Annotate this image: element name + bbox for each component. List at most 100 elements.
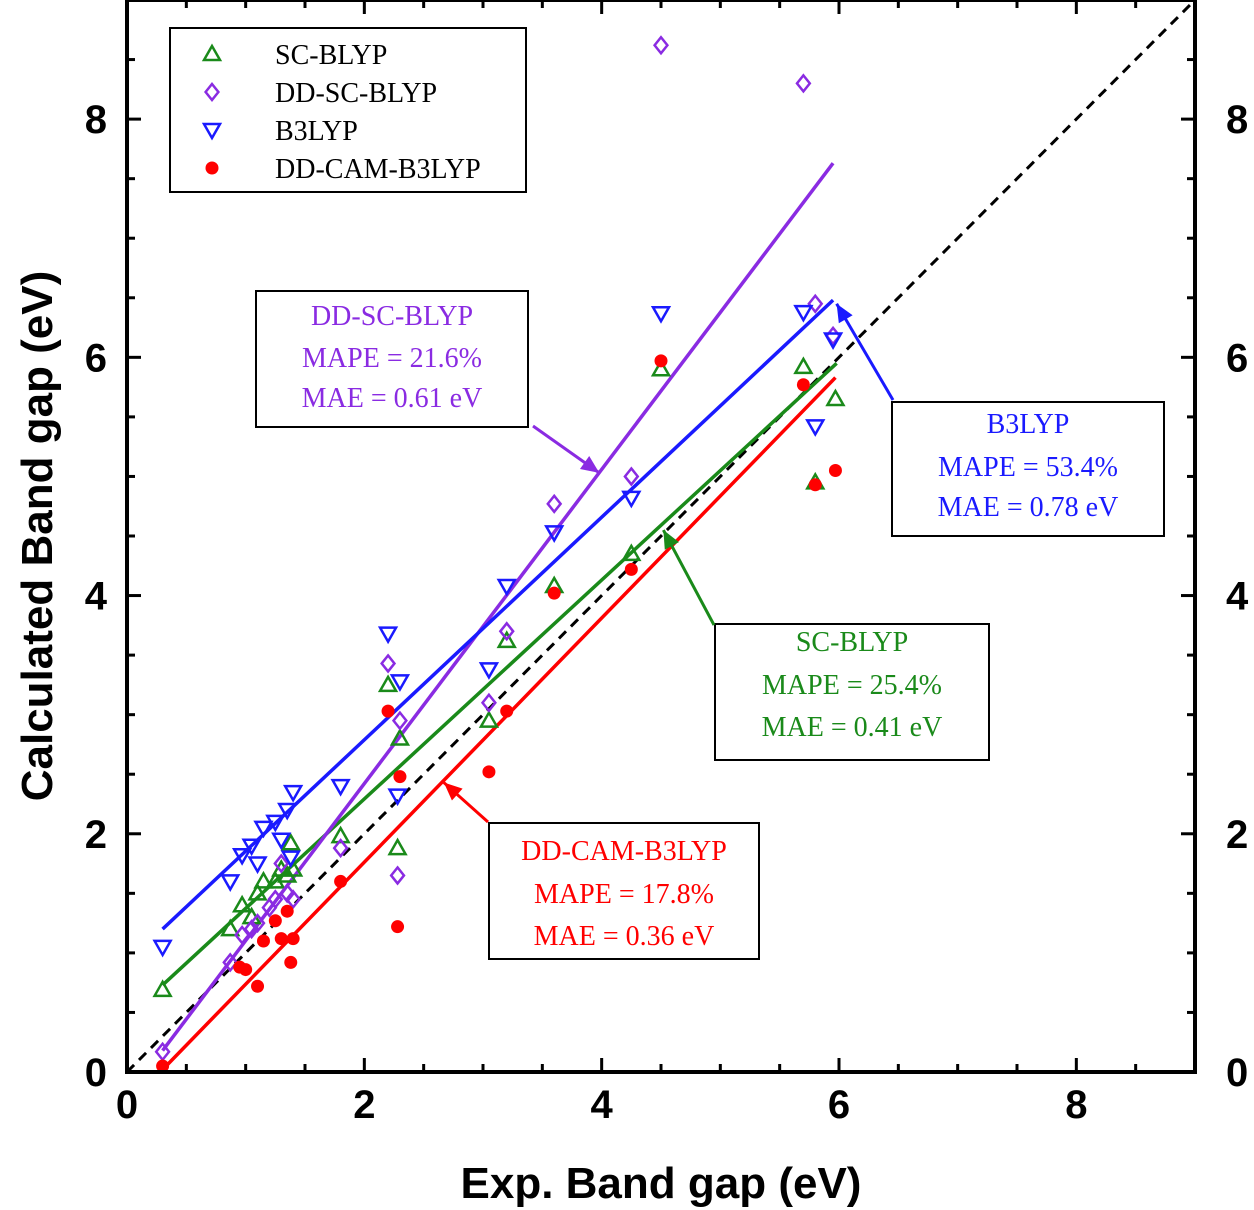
data-point-dd-sc-blyp — [623, 466, 640, 487]
data-point-b3lyp — [650, 306, 672, 324]
data-point-dd-sc-blyp — [267, 889, 284, 910]
data-point-b3lyp — [241, 838, 262, 857]
data-point-sc-blyp — [231, 894, 253, 913]
data-point-b3lyp — [152, 939, 173, 958]
legend-box — [169, 27, 527, 193]
data-point-b3lyp — [330, 778, 351, 797]
data-point-dd-cam-b3lyp — [808, 478, 822, 492]
data-point-dd-sc-blyp — [285, 889, 302, 910]
data-point-dd-sc-blyp — [222, 952, 239, 973]
legend-label: DD-CAM-B3LYP — [275, 154, 481, 185]
x-tick-label: 8 — [1065, 1083, 1087, 1127]
annotation-mae: MAE = 0.36 eV — [534, 921, 715, 952]
annotation-mae: MAE = 0.41 eV — [762, 712, 943, 743]
data-point-dd-cam-b3lyp — [393, 770, 407, 784]
data-point-b3lyp — [247, 856, 268, 875]
arrow-head-dd-sc-blyp — [579, 455, 600, 473]
data-point-dd-cam-b3lyp — [624, 562, 638, 576]
annotation-title: DD-CAM-B3LYP — [521, 836, 727, 867]
x-tick-label: 4 — [591, 1083, 614, 1127]
data-points-layer — [152, 35, 846, 1073]
x-tick-label: 2 — [353, 1083, 375, 1127]
data-point-sc-blyp — [247, 882, 268, 901]
data-point-dd-cam-b3lyp — [251, 979, 265, 993]
data-point-dd-cam-b3lyp — [239, 963, 253, 977]
data-point-sc-blyp — [621, 543, 642, 562]
annotation-b3lyp: B3LYP MAPE = 53.4% MAE = 0.78 eV — [891, 401, 1165, 537]
data-point-dd-cam-b3lyp — [391, 920, 405, 934]
annotation-arrows-layer — [442, 302, 895, 824]
data-point-dd-cam-b3lyp — [334, 874, 348, 888]
annotation-mae: MAE = 0.61 eV — [302, 383, 483, 414]
data-point-sc-blyp — [280, 832, 301, 851]
y-tick-label-right: 0 — [1226, 1051, 1248, 1095]
y-tick-label-right: 8 — [1226, 98, 1248, 142]
x-tick-label: 0 — [116, 1083, 138, 1127]
data-point-dd-sc-blyp — [795, 73, 812, 94]
y-tick-label-left: 0 — [85, 1051, 107, 1095]
legend-label: DD-SC-BLYP — [275, 78, 437, 109]
data-point-dd-cam-b3lyp — [274, 932, 288, 946]
data-point-dd-sc-blyp — [546, 493, 563, 514]
y-tick-label-left: 4 — [85, 575, 108, 619]
fit-line-b3lyp — [161, 298, 835, 931]
ticks-layer — [125, 0, 1197, 1074]
data-point-sc-blyp — [650, 358, 672, 377]
data-point-sc-blyp — [496, 630, 517, 649]
annotation-mape: MAPE = 25.4% — [762, 670, 942, 701]
data-point-sc-blyp — [152, 979, 173, 998]
y-tick-label-left: 6 — [85, 336, 107, 380]
data-point-b3lyp — [280, 850, 301, 869]
data-point-sc-blyp — [377, 674, 399, 693]
legend-marker-dd-cam-b3lyp — [205, 161, 219, 175]
data-point-sc-blyp — [387, 837, 408, 856]
x-tick-label: 6 — [828, 1083, 850, 1127]
fit-line-dd-cam-b3lyp — [161, 376, 837, 1071]
data-point-dd-cam-b3lyp — [796, 378, 810, 392]
annotation-box — [714, 623, 990, 761]
legend-label: B3LYP — [275, 116, 358, 147]
data-point-b3lyp — [387, 788, 408, 807]
data-point-dd-sc-blyp — [480, 692, 497, 713]
data-point-dd-sc-blyp — [380, 653, 397, 674]
data-point-dd-sc-blyp — [652, 35, 670, 56]
data-point-dd-sc-blyp — [243, 919, 260, 940]
data-point-dd-cam-b3lyp — [156, 1059, 170, 1073]
data-point-dd-cam-b3lyp — [256, 934, 270, 948]
data-point-dd-cam-b3lyp — [500, 704, 514, 718]
data-point-dd-cam-b3lyp — [268, 914, 282, 928]
data-point-b3lyp — [253, 820, 274, 839]
data-point-dd-cam-b3lyp — [284, 955, 298, 969]
data-point-b3lyp — [822, 332, 844, 350]
data-point-dd-sc-blyp — [273, 853, 290, 874]
annotation-box — [255, 290, 529, 428]
annotation-title: DD-SC-BLYP — [311, 301, 473, 332]
reference-diagonal-line — [125, 0, 1197, 1074]
annotation-dd-cam-b3lyp: DD-CAM-B3LYP MAPE = 17.8% MAE = 0.36 eV — [488, 822, 760, 960]
data-point-dd-cam-b3lyp — [381, 704, 395, 718]
fit-line-dd-sc-blyp — [161, 162, 835, 1052]
reference-line-layer — [125, 0, 1197, 1074]
data-point-b3lyp — [805, 419, 826, 437]
y-tick-label-right: 4 — [1226, 575, 1249, 619]
data-point-dd-sc-blyp — [332, 838, 349, 859]
data-point-sc-blyp — [253, 870, 274, 889]
data-point-b3lyp — [496, 578, 517, 597]
data-point-sc-blyp — [220, 918, 241, 937]
data-point-b3lyp — [793, 304, 814, 323]
data-point-dd-cam-b3lyp — [280, 904, 294, 918]
data-point-b3lyp — [220, 874, 241, 892]
legend-label: SC-BLYP — [275, 40, 387, 71]
legend: SC-BLYP DD-SC-BLYP B3LYP DD-CAM-B3LYP — [169, 27, 527, 193]
data-point-dd-sc-blyp — [807, 293, 824, 314]
tick-labels-layer: 0 2 4 6 80 02 24 46 68 8 — [85, 98, 1249, 1127]
data-point-dd-cam-b3lyp — [654, 354, 668, 368]
data-point-b3lyp — [544, 525, 565, 543]
y-tick-label-left: 2 — [85, 813, 107, 857]
y-tick-label-right: 6 — [1226, 336, 1248, 380]
y-axis-title: Calculated Band gap (eV) — [13, 271, 62, 802]
data-point-b3lyp — [377, 626, 399, 645]
data-point-dd-cam-b3lyp — [286, 932, 300, 946]
legend-marker-b3lyp — [201, 122, 223, 141]
